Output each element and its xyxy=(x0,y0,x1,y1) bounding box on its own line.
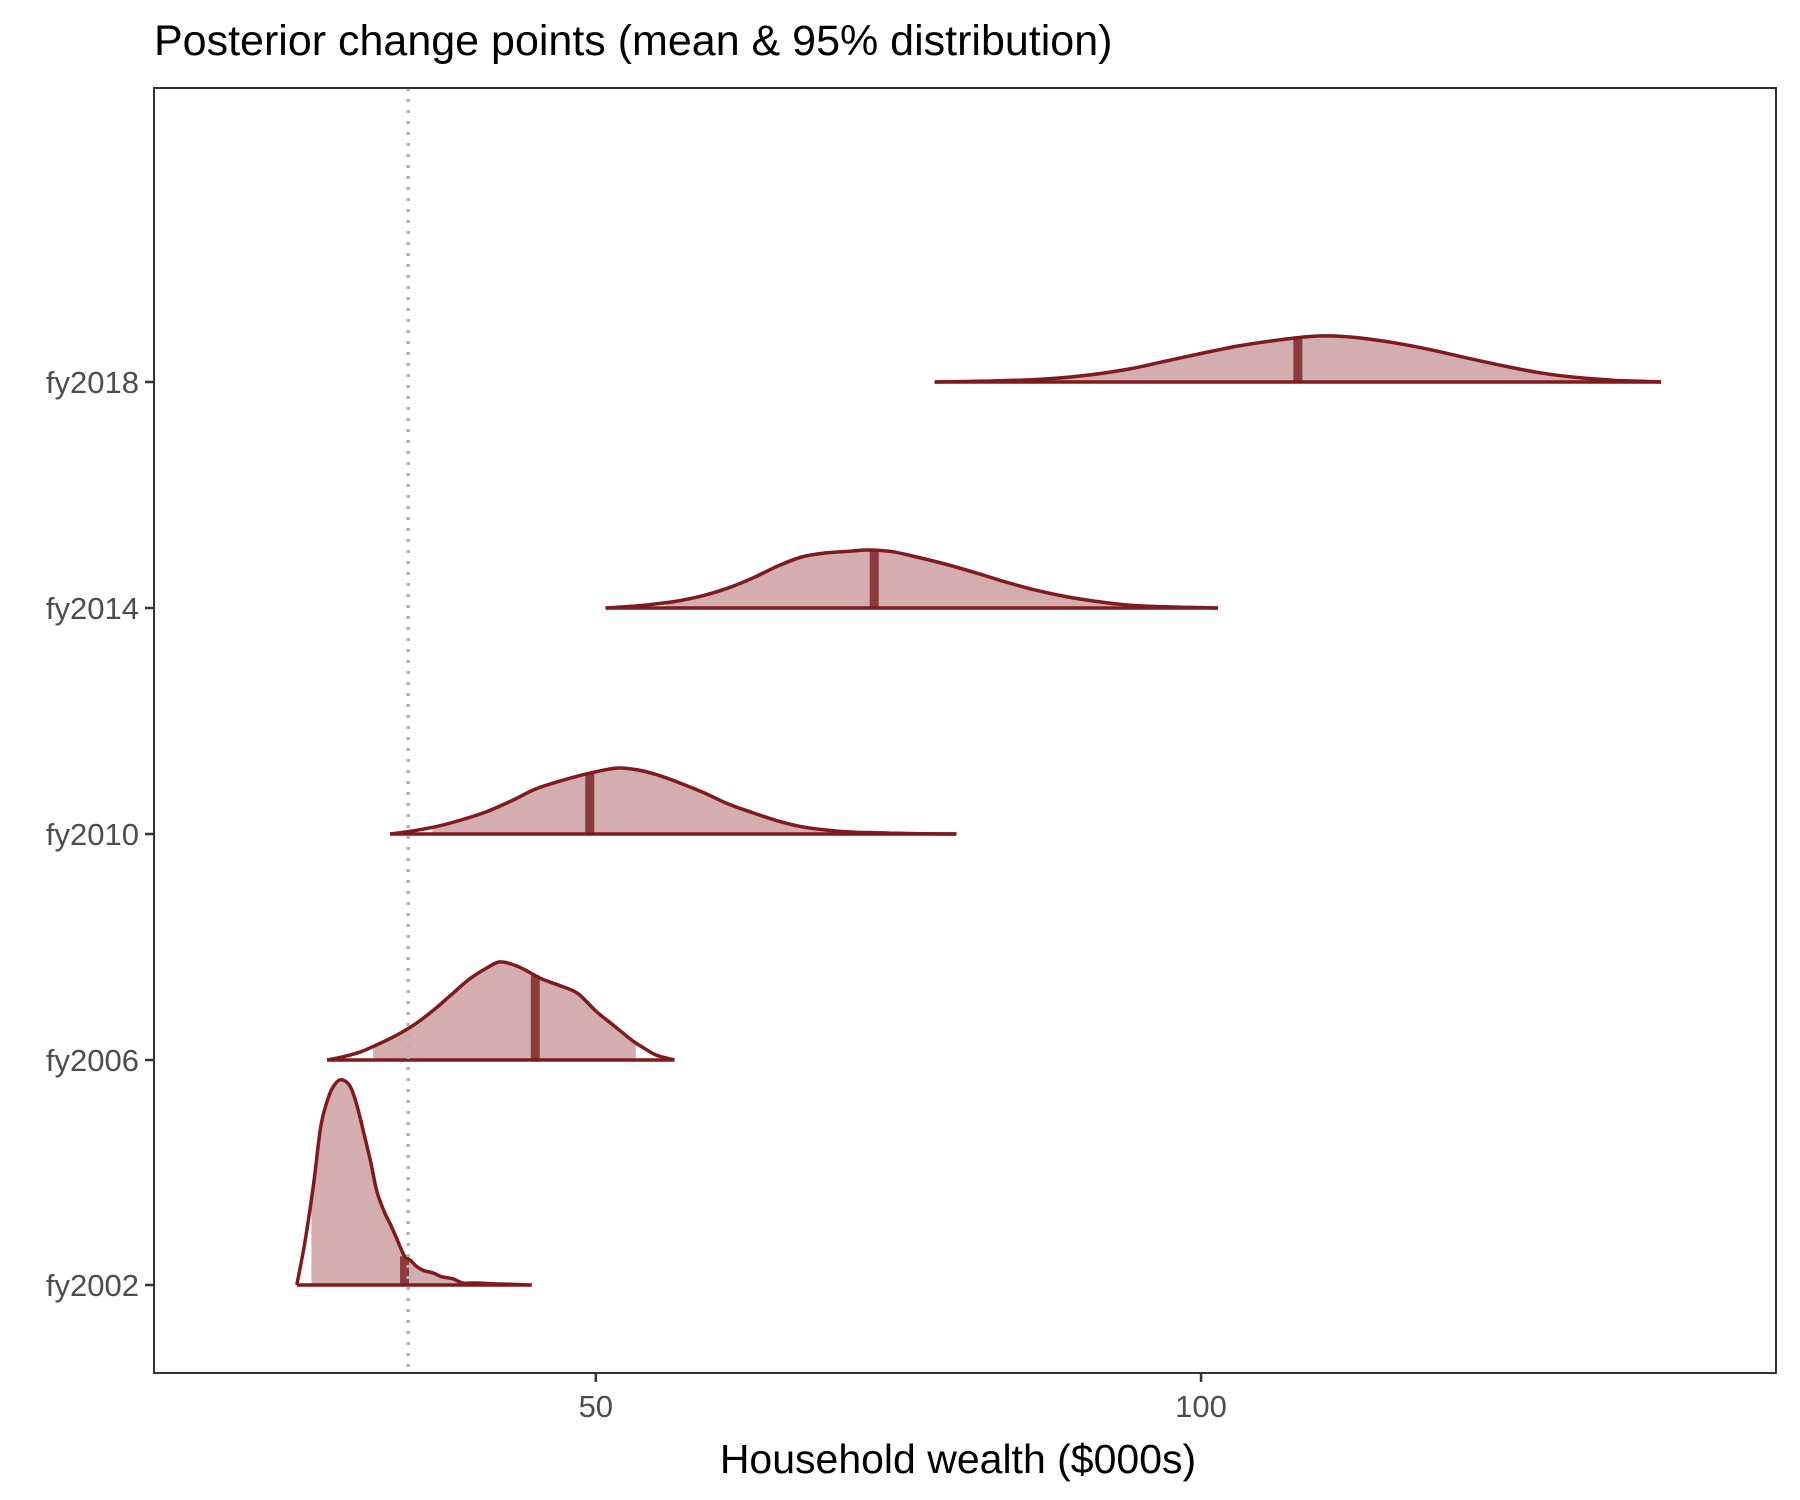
y-tick-label-fy2014: fy2014 xyxy=(46,591,139,626)
density-curve-fy2002 xyxy=(295,1077,532,1287)
ridge-fy2002 xyxy=(295,1077,532,1287)
plot-panel-border xyxy=(153,87,1777,1374)
ridge-fy2006 xyxy=(326,960,675,1062)
x-axis-label: Household wealth ($000s) xyxy=(720,1436,1196,1482)
x-tick-label-50: 50 xyxy=(579,1389,613,1424)
interval-fill-fy2010 xyxy=(432,768,844,834)
x-axis: 50 100 xyxy=(579,1373,1227,1424)
y-tick-label-fy2006: fy2006 xyxy=(46,1043,139,1078)
density-curve-fy2018 xyxy=(934,334,1662,384)
y-axis: fy2002 fy2006 fy2010 fy2014 fy2018 xyxy=(46,365,154,1303)
ridge-fy2010 xyxy=(389,766,957,836)
y-tick-label-fy2018: fy2018 xyxy=(46,365,139,400)
density-curve-fy2014 xyxy=(605,548,1219,610)
x-tick-label-100: 100 xyxy=(1175,1389,1227,1424)
chart-title: Posterior change points (mean & 95% dist… xyxy=(154,17,1112,65)
y-tick-label-fy2010: fy2010 xyxy=(46,817,139,852)
y-tick-label-fy2002: fy2002 xyxy=(46,1268,139,1303)
interval-fill-fy2018 xyxy=(989,336,1637,382)
interval-fill-fy2002 xyxy=(311,1080,461,1285)
ridge-fy2018 xyxy=(934,334,1662,384)
ridges-layer xyxy=(295,88,1662,1373)
interval-fill-fy2014 xyxy=(666,550,1117,608)
interval-fill-fy2006 xyxy=(373,962,636,1060)
ridge-fy2014 xyxy=(605,548,1219,610)
density-curve-fy2006 xyxy=(326,960,675,1062)
density-curve-fy2010 xyxy=(389,766,957,836)
